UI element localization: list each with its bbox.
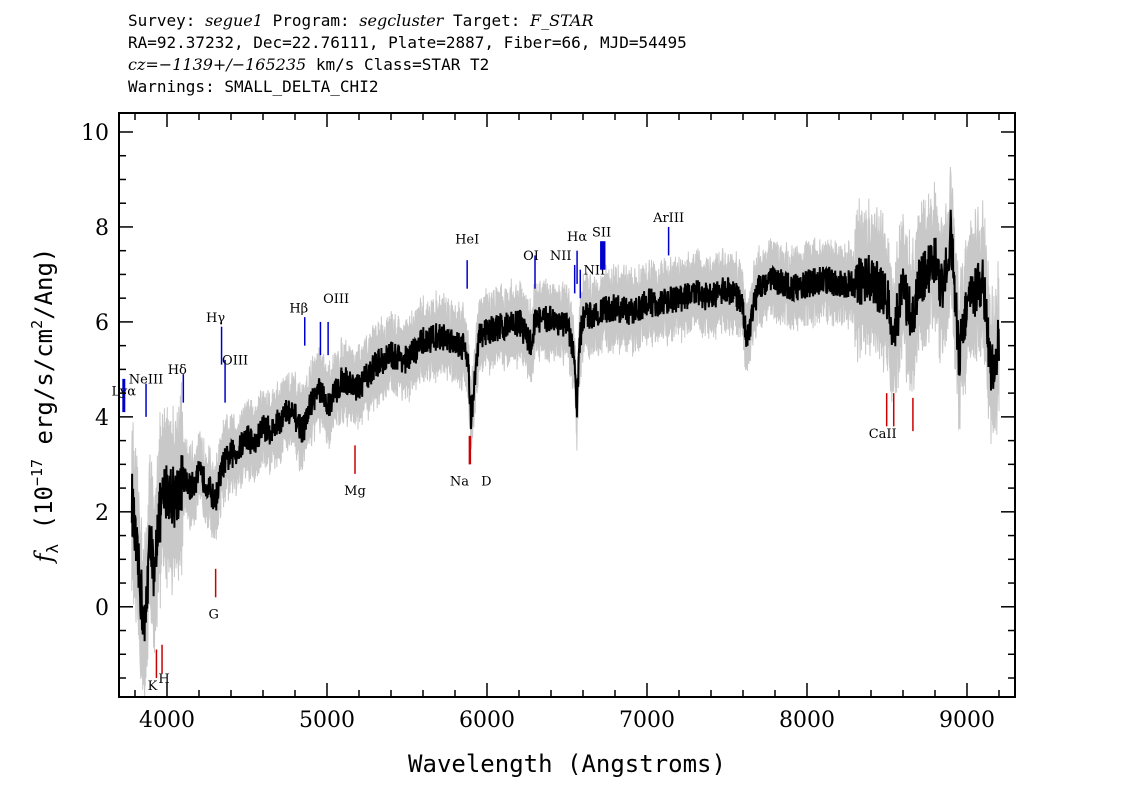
line-mark-label: OI [523,249,539,264]
cz-value: cz=−1139+/−165235 [128,55,307,74]
line-mark-label: NeIII [129,373,163,388]
y-axis-title-part: (10 [30,486,58,544]
survey-value: segue1 [205,11,263,30]
y-axis-title-part: λ [43,543,62,553]
line-mark-label: Hα [567,230,587,245]
x-tick-label: 4000 [139,708,195,733]
x-tick-label: 7000 [619,708,675,733]
spectrum-header: Survey: segue1 Program: segcluster Targe… [128,10,687,98]
y-tick-label: 10 [81,121,109,146]
line-mark-label: Mg [344,484,366,499]
x-tick-label: 6000 [459,708,515,733]
line-mark-label: Lyα [112,385,137,400]
flux-line [130,209,1000,642]
line-mark-label: D [481,475,491,490]
line-mark-label: K [148,679,158,694]
line-mark-label: OIII [222,354,248,369]
line-mark-label: NII [583,263,605,278]
header-line-4: Warnings: SMALL_DELTA_CHI2 [128,77,379,96]
y-tick-label: 2 [95,501,109,526]
line-mark-label: NII [550,249,572,264]
target-label: Target: [443,11,531,30]
line-mark-label: Na [450,475,469,490]
line-mark-label: HeI [455,233,479,248]
y-axis-title-part: erg/s/cm [30,329,58,459]
line-mark-label: Hγ [206,311,225,326]
line-mark-label: ArIII [652,211,684,226]
x-tick-label: 8000 [779,708,835,733]
x-axis-title: Wavelength (Angstroms) [408,750,726,778]
x-tick-label: 9000 [939,708,995,733]
class-info: km/s Class=STAR T2 [306,55,490,74]
header-line-3: cz=−1139+/−165235 km/s Class=STAR T2 [128,54,687,76]
y-tick-label: 0 [95,596,109,621]
y-axis-title-part: /Ang) [30,248,58,320]
error-band [131,166,1000,697]
line-mark-label: Hδ [168,363,187,378]
y-tick-label: 4 [95,406,109,431]
line-mark-label: Hβ [289,301,308,316]
axis-ticks: 4000 5000 6000 7000 8000 9000 0 2 4 6 8 10 [81,113,1015,733]
line-mark-label: CaII [869,427,897,442]
plot-frame [118,112,1016,698]
y-tick-label: 6 [95,311,109,336]
y-tick-label: 8 [95,216,109,241]
header-line-2: RA=92.37232, Dec=22.76111, Plate=2887, F… [128,33,687,52]
y-axis-title-part: 2 [28,320,46,329]
y-axis-title: fλ (10−17 erg/s/cm2/Ang) [28,248,62,565]
line-mark-label: SII [592,225,611,240]
error-band-area [131,166,1000,697]
header-line-1: Survey: segue1 Program: segcluster Targe… [128,10,687,32]
line-mark-label: OIII [323,292,349,307]
line-mark-label: G [208,608,218,623]
program-value: segcluster [359,11,444,30]
program-label: Program: [262,11,360,30]
flux-layer [130,209,1000,642]
survey-label: Survey: [128,11,206,30]
y-axis-title-part: −17 [28,459,46,486]
line-mark-label: H [158,672,169,687]
target-value: F_STAR [530,11,594,30]
x-tick-label: 5000 [299,708,355,733]
